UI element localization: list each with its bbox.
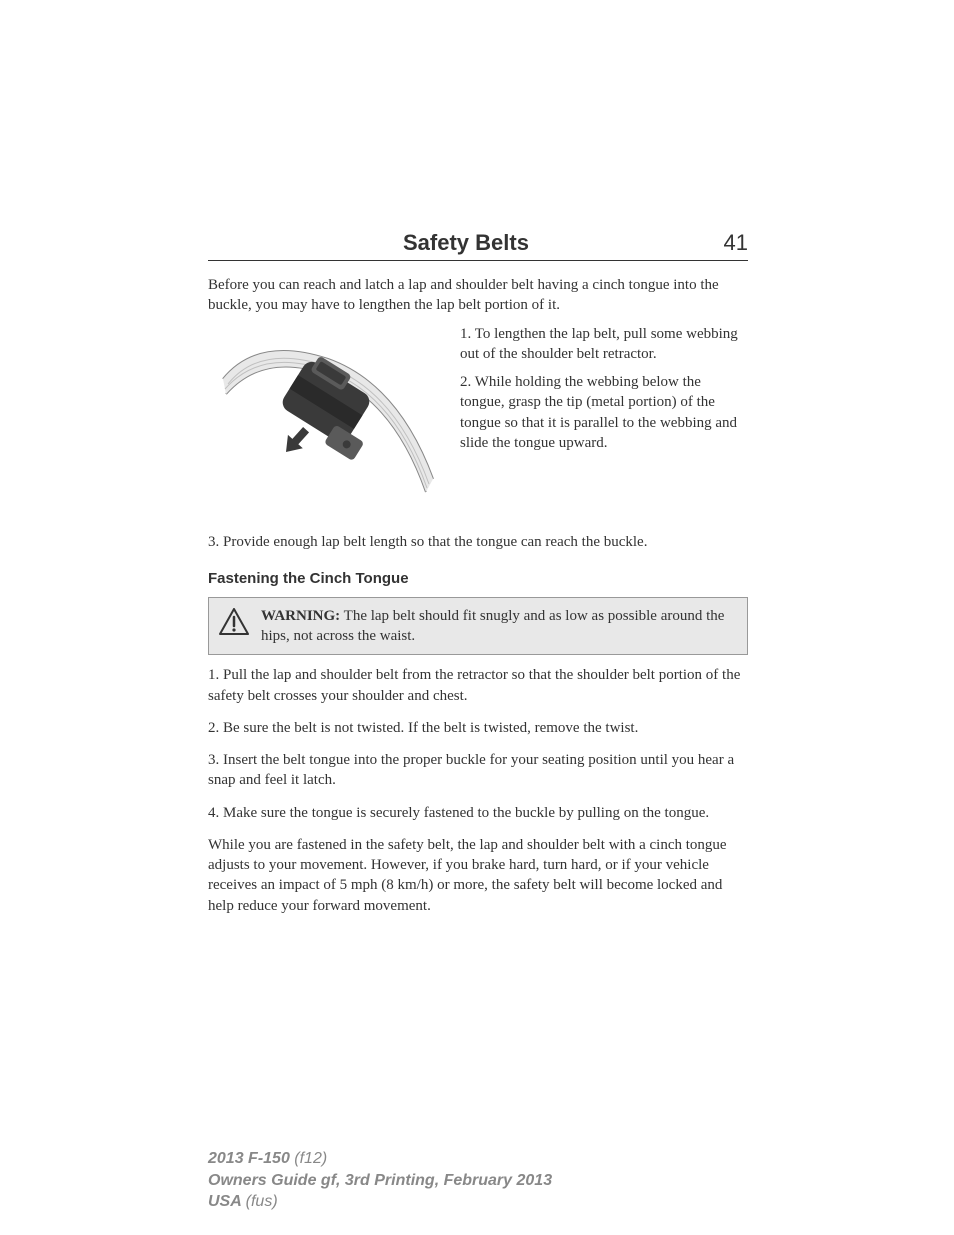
warning-text: WARNING: The lap belt should fit snugly …: [261, 606, 737, 647]
step-1: 1. To lengthen the lap belt, pull some w…: [460, 324, 748, 365]
page-number: 41: [724, 230, 748, 256]
footer-model: 2013 F-150: [208, 1150, 294, 1167]
page-footer: 2013 F-150 (f12) Owners Guide gf, 3rd Pr…: [208, 1148, 748, 1213]
footer-model-code: (f12): [294, 1150, 327, 1167]
footer-line-1: 2013 F-150 (f12): [208, 1148, 748, 1170]
intro-paragraph: Before you can reach and latch a lap and…: [208, 275, 748, 316]
page-content: Safety Belts 41 Before you can reach and…: [208, 230, 748, 928]
seatbelt-figure: [208, 324, 444, 514]
footer-line-3: USA (fus): [208, 1191, 748, 1213]
closing-paragraph: While you are fastened in the safety bel…: [208, 835, 748, 916]
figure-row: 1. To lengthen the lap belt, pull some w…: [208, 324, 748, 514]
chapter-title: Safety Belts: [403, 230, 529, 256]
footer-region: USA: [208, 1193, 246, 1210]
warning-triangle-icon: [219, 608, 249, 636]
fasten-step-3: 3. Insert the belt tongue into the prope…: [208, 750, 748, 791]
step-2: 2. While holding the webbing below the t…: [460, 372, 748, 453]
figure-steps: 1. To lengthen the lap belt, pull some w…: [460, 324, 748, 514]
fasten-step-4: 4. Make sure the tongue is securely fast…: [208, 803, 748, 823]
fasten-step-1: 1. Pull the lap and shoulder belt from t…: [208, 665, 748, 706]
footer-region-code: (fus): [246, 1193, 278, 1210]
page-header: Safety Belts 41: [208, 230, 748, 261]
footer-line-2: Owners Guide gf, 3rd Printing, February …: [208, 1170, 748, 1192]
warning-label: WARNING:: [261, 608, 340, 624]
step-3: 3. Provide enough lap belt length so tha…: [208, 532, 748, 552]
fasten-step-2: 2. Be sure the belt is not twisted. If t…: [208, 718, 748, 738]
seatbelt-illustration-icon: [208, 324, 444, 509]
warning-box: WARNING: The lap belt should fit snugly …: [208, 597, 748, 656]
section-heading: Fastening the Cinch Tongue: [208, 570, 748, 587]
